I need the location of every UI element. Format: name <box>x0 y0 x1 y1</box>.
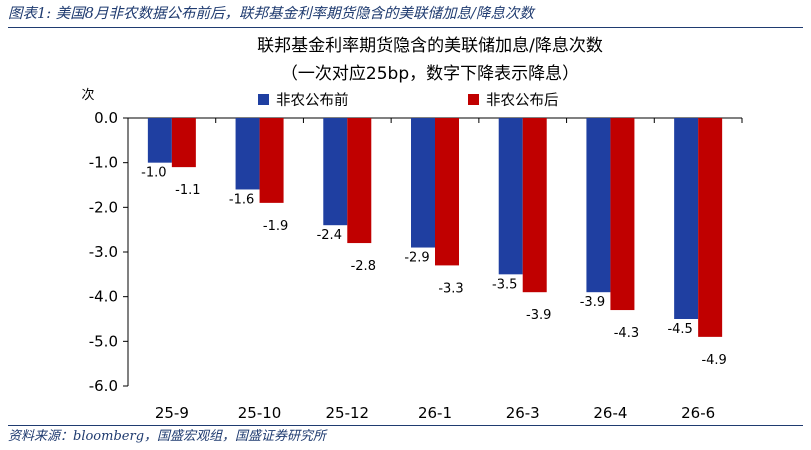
bar-before <box>147 118 172 163</box>
data-label: -1.6 <box>229 192 254 207</box>
data-label: -2.4 <box>317 228 342 243</box>
legend-label: 非农公布前 <box>276 92 349 109</box>
data-labels: -1.0 -1.6 -2.4 -2.9 -3.5 -3.9 -4.5 -1.1 -1.9 -2.8… <box>141 166 727 368</box>
y-tick-label: -4.0 <box>89 288 118 306</box>
legend: 非农公布前 非农公布后 <box>258 92 559 109</box>
data-label: -4.5 <box>667 322 692 337</box>
bar-before <box>323 118 348 226</box>
y-tick-label: -6.0 <box>89 377 118 395</box>
x-tick-label: 26-3 <box>506 404 540 422</box>
y-tick-label: -5.0 <box>89 332 118 350</box>
data-label: -2.8 <box>351 259 376 274</box>
data-label: -1.1 <box>175 183 200 198</box>
data-label: -2.9 <box>404 251 429 266</box>
bar-after <box>610 118 635 311</box>
bar-before <box>235 118 260 190</box>
x-tick-label: 25-10 <box>238 404 282 422</box>
data-label: -1.0 <box>141 166 166 181</box>
y-tick-label: -3.0 <box>89 243 118 261</box>
y-axis: 0.0 -1.0 -2.0 -3.0 -4.0 -5.0 -6.0 <box>89 109 129 395</box>
x-tick-label: 26-1 <box>418 404 452 422</box>
bar-after <box>522 118 547 293</box>
x-tick-label: 26-4 <box>593 404 627 422</box>
data-label: -3.3 <box>438 281 463 296</box>
bar-after <box>171 118 196 168</box>
legend-swatch-before <box>258 94 269 105</box>
bar-before <box>586 118 611 293</box>
data-label: -3.5 <box>492 277 517 292</box>
bar-after <box>698 118 723 337</box>
source-rule <box>8 425 803 426</box>
y-tick-label: 0.0 <box>94 109 118 127</box>
bar-after <box>435 118 459 266</box>
bar-before <box>498 118 523 275</box>
chart-subtitle: （一次对应25bp，数字下降表示降息） <box>281 64 579 84</box>
legend-label: 非农公布后 <box>486 92 559 109</box>
data-label: -1.9 <box>263 219 288 234</box>
bars <box>147 118 723 337</box>
x-axis: 25-9 25-10 25-12 26-1 26-3 26-4 26-6 <box>127 117 743 422</box>
bar-before <box>674 118 699 319</box>
y-tick-label: -2.0 <box>89 198 118 216</box>
x-tick-label: 25-9 <box>155 404 189 422</box>
x-tick-label: 26-6 <box>681 404 715 422</box>
chart-title: 联邦基金利率期货隐含的美联储加息/降息次数 <box>257 36 603 56</box>
bar-after <box>259 118 284 203</box>
caption-rule <box>8 27 803 28</box>
legend-swatch-after <box>468 94 479 105</box>
x-tick-label: 25-12 <box>325 404 369 422</box>
data-label: -3.9 <box>580 295 605 310</box>
data-label: -3.9 <box>526 308 551 323</box>
data-label: -4.3 <box>614 326 639 341</box>
figure-caption: 图表1: 美国8月非农数据公布前后，联邦基金利率期货隐含的美联储加息/降息次数 <box>8 6 534 22</box>
y-tick-label: -1.0 <box>89 154 118 172</box>
data-label: -4.9 <box>701 353 726 368</box>
bar-before <box>411 118 435 248</box>
source-note: 资料来源：bloomberg，国盛宏观组，国盛证券研究所 <box>8 429 327 444</box>
y-axis-unit: 次 <box>81 87 94 103</box>
bar-after <box>347 118 372 244</box>
